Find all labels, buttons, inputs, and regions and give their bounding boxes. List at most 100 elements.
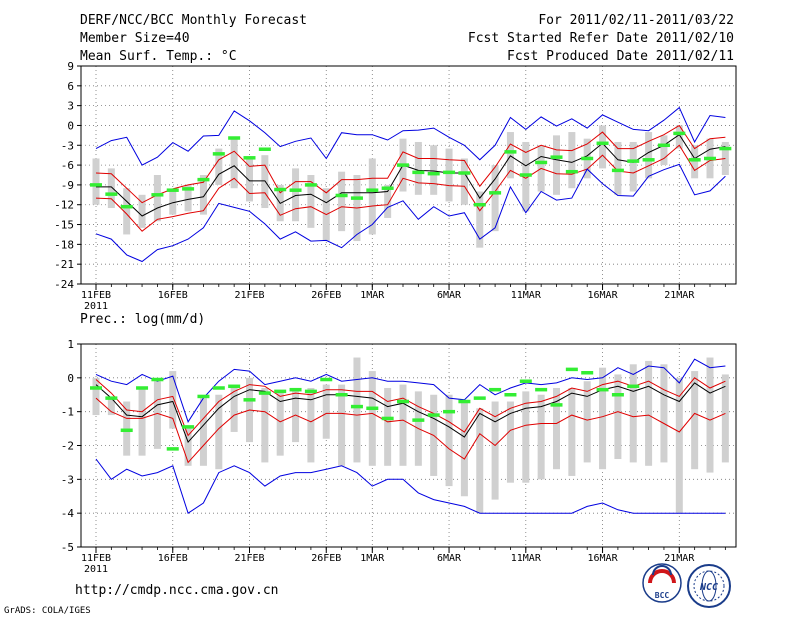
ensemble-box [215,148,223,185]
header-fcst-produced: Fcst Produced Date 2011/02/11 [507,49,734,64]
observation-marker [535,387,548,392]
observation-marker [166,447,179,451]
ensemble-box [629,141,637,192]
observation-marker [489,387,502,392]
observation-marker [688,158,701,162]
ensemble-box [92,158,100,205]
series-line-minimum [95,163,726,263]
ensemble-box [368,158,376,235]
ensemble-box [445,148,453,202]
observation-marker [120,428,133,433]
observation-marker [366,188,379,192]
ensemble-box [384,387,392,466]
ensemble-box [353,357,361,463]
observation-marker [458,399,471,404]
x-tick-label: 21MAR [664,553,695,564]
ensemble-box [721,374,729,463]
ensemble-box [292,168,300,222]
x-tick-label: 11FEB [81,553,111,564]
plot-frame [80,65,737,285]
observation-marker [581,156,594,161]
y-tick-label: -9 [61,179,74,192]
x-year-label: 2011 [84,564,108,575]
x-tick-label: 21FEB [234,553,264,564]
observation-marker [458,171,471,175]
y-tick-label: -21 [54,258,74,271]
observation-marker [412,170,425,175]
y-tick-label: -3 [61,473,74,486]
ensemble-box [414,141,422,195]
y-tick-label: -15 [54,219,74,232]
y-tick-label: 6 [67,80,74,93]
observation-marker [243,156,256,160]
observation-marker [381,186,394,190]
x-tick-label: 6MAR [437,290,462,301]
observation-marker [673,131,686,136]
series-line-maximum [95,358,726,423]
x-tick-label: 11FEB [81,290,111,301]
ensemble-box [246,158,253,202]
y-tick-label: 9 [67,60,74,73]
ensemble-box [169,371,177,429]
observation-marker [443,409,456,414]
ensemble-box [553,387,560,470]
observation-marker [504,393,517,397]
ensemble-box [460,158,468,205]
observation-marker [136,386,149,390]
footer-url: http://cmdp.ncc.cma.gov.cn [75,583,279,598]
ensemble-box [138,194,146,228]
observation-marker [473,202,486,207]
observation-marker [289,188,302,192]
precipitation-panel: 1 0 -1 -2 -3 -4 -5 11FEB 16FEB 21FEB 26FEB 1MAR 6MAR… [61,338,737,575]
ensemble-box [614,374,622,460]
prec-panel-title: Prec.: log(mm/d) [80,312,205,327]
ensemble-box [691,371,699,470]
ensemble-box [675,125,683,149]
ensemble-box [123,188,131,235]
ensemble-box [184,428,192,466]
ensemble-box [568,132,576,189]
ensemble-box [476,408,484,514]
observation-marker [258,147,271,151]
ensemble-box [583,381,591,463]
x-tick-label: 26FEB [311,553,341,564]
observation-marker [182,425,195,429]
x-tick-label: 16MAR [587,290,618,301]
observation-marker [182,187,195,191]
observation-marker [596,387,609,392]
y-tick-label: -2 [61,440,74,453]
ensemble-box [675,377,683,514]
x-tick-label: 26FEB [311,290,341,301]
ensemble-box [506,401,514,483]
observation-marker [581,371,594,375]
x-tick-label: 16FEB [158,553,188,564]
observation-marker [642,158,655,162]
observation-marker [565,367,578,372]
observation-marker [366,406,379,411]
observation-marker [397,399,409,404]
observation-marker [473,396,486,400]
header-member-size: Member Size=40 [80,31,190,46]
ensemble-box [368,371,376,466]
ensemble-box [522,391,530,483]
observation-marker [274,389,287,394]
ensemble-box [476,191,484,248]
observation-marker [243,398,256,402]
y-tick-label: 0 [67,119,74,132]
ensemble-box [460,401,468,497]
x-tick-label: 1MAR [360,290,385,301]
observation-marker [335,193,348,198]
ensemble-box [322,384,330,439]
observation-marker [719,146,732,151]
y-tick-label: -12 [54,199,74,212]
ensemble-box [645,132,653,179]
observation-marker [381,416,394,421]
ensemble-box [629,364,637,463]
observation-marker [151,193,164,197]
ensemble-box [614,141,622,195]
ensemble-box [645,360,653,466]
observation-marker [105,396,118,400]
observation-marker [412,418,425,422]
ensemble-box [230,384,238,432]
ensemble-box [691,145,699,179]
